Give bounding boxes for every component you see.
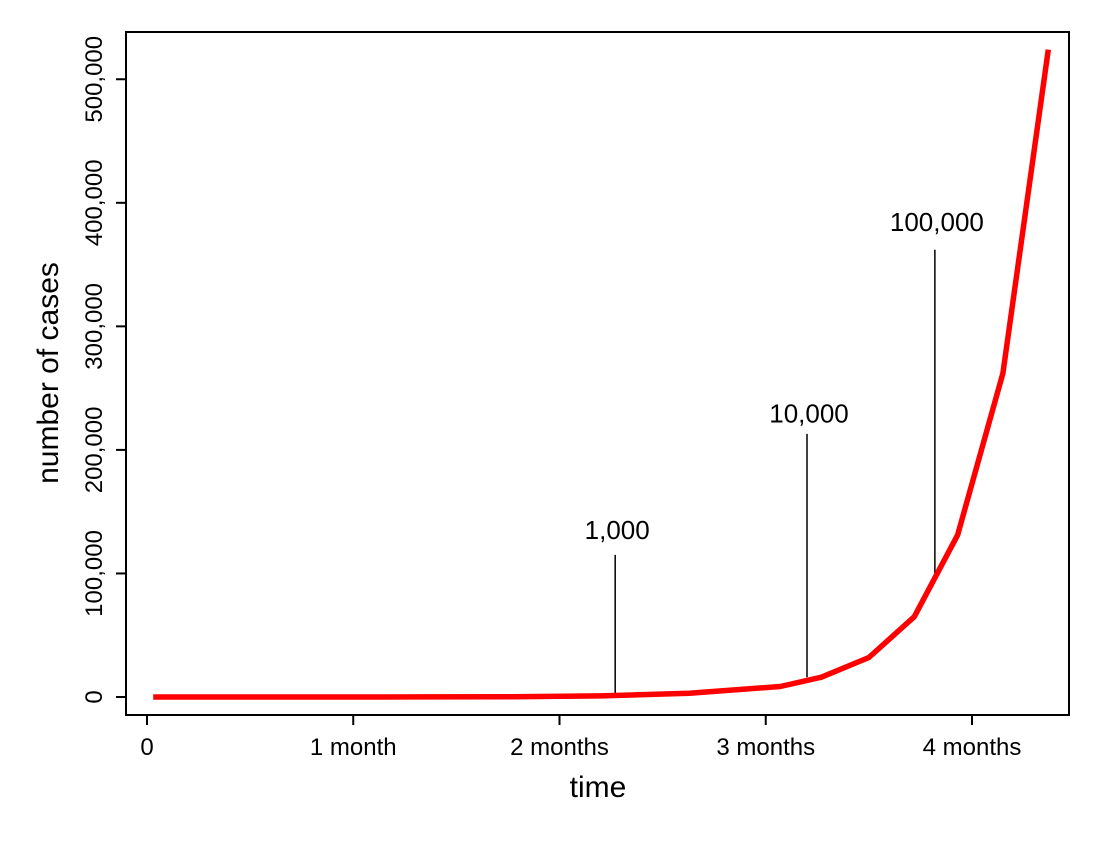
y-axis-title: number of cases xyxy=(32,262,65,484)
x-tick-label: 0 xyxy=(140,734,153,761)
y-axis: 0 100,000 200,000 300,000 400,000 500,000 xyxy=(81,36,126,704)
plot-frame xyxy=(125,31,1070,716)
x-axis-title: time xyxy=(570,771,627,804)
annotation-label: 100,000 xyxy=(890,207,984,237)
x-tick-label: 2 months xyxy=(510,734,609,761)
x-tick-label: 1 month xyxy=(310,734,397,761)
y-tick-label: 100,000 xyxy=(81,530,108,617)
y-tick-label: 500,000 xyxy=(81,36,108,123)
y-tick-label: 400,000 xyxy=(81,159,108,246)
y-tick-label: 300,000 xyxy=(81,283,108,370)
annotation-label: 1,000 xyxy=(585,515,650,545)
series-line xyxy=(153,49,1052,700)
annotations: 1,000 10,000 100,000 xyxy=(585,207,984,696)
x-tick-label: 4 months xyxy=(923,734,1022,761)
y-tick-label: 200,000 xyxy=(81,407,108,494)
y-tick-label: 0 xyxy=(81,690,108,703)
series-group xyxy=(153,49,1052,700)
x-tick-label: 3 months xyxy=(716,734,815,761)
annotation-label: 10,000 xyxy=(769,399,849,429)
x-axis: 0 1 month 2 months 3 months 4 months xyxy=(140,715,1021,761)
